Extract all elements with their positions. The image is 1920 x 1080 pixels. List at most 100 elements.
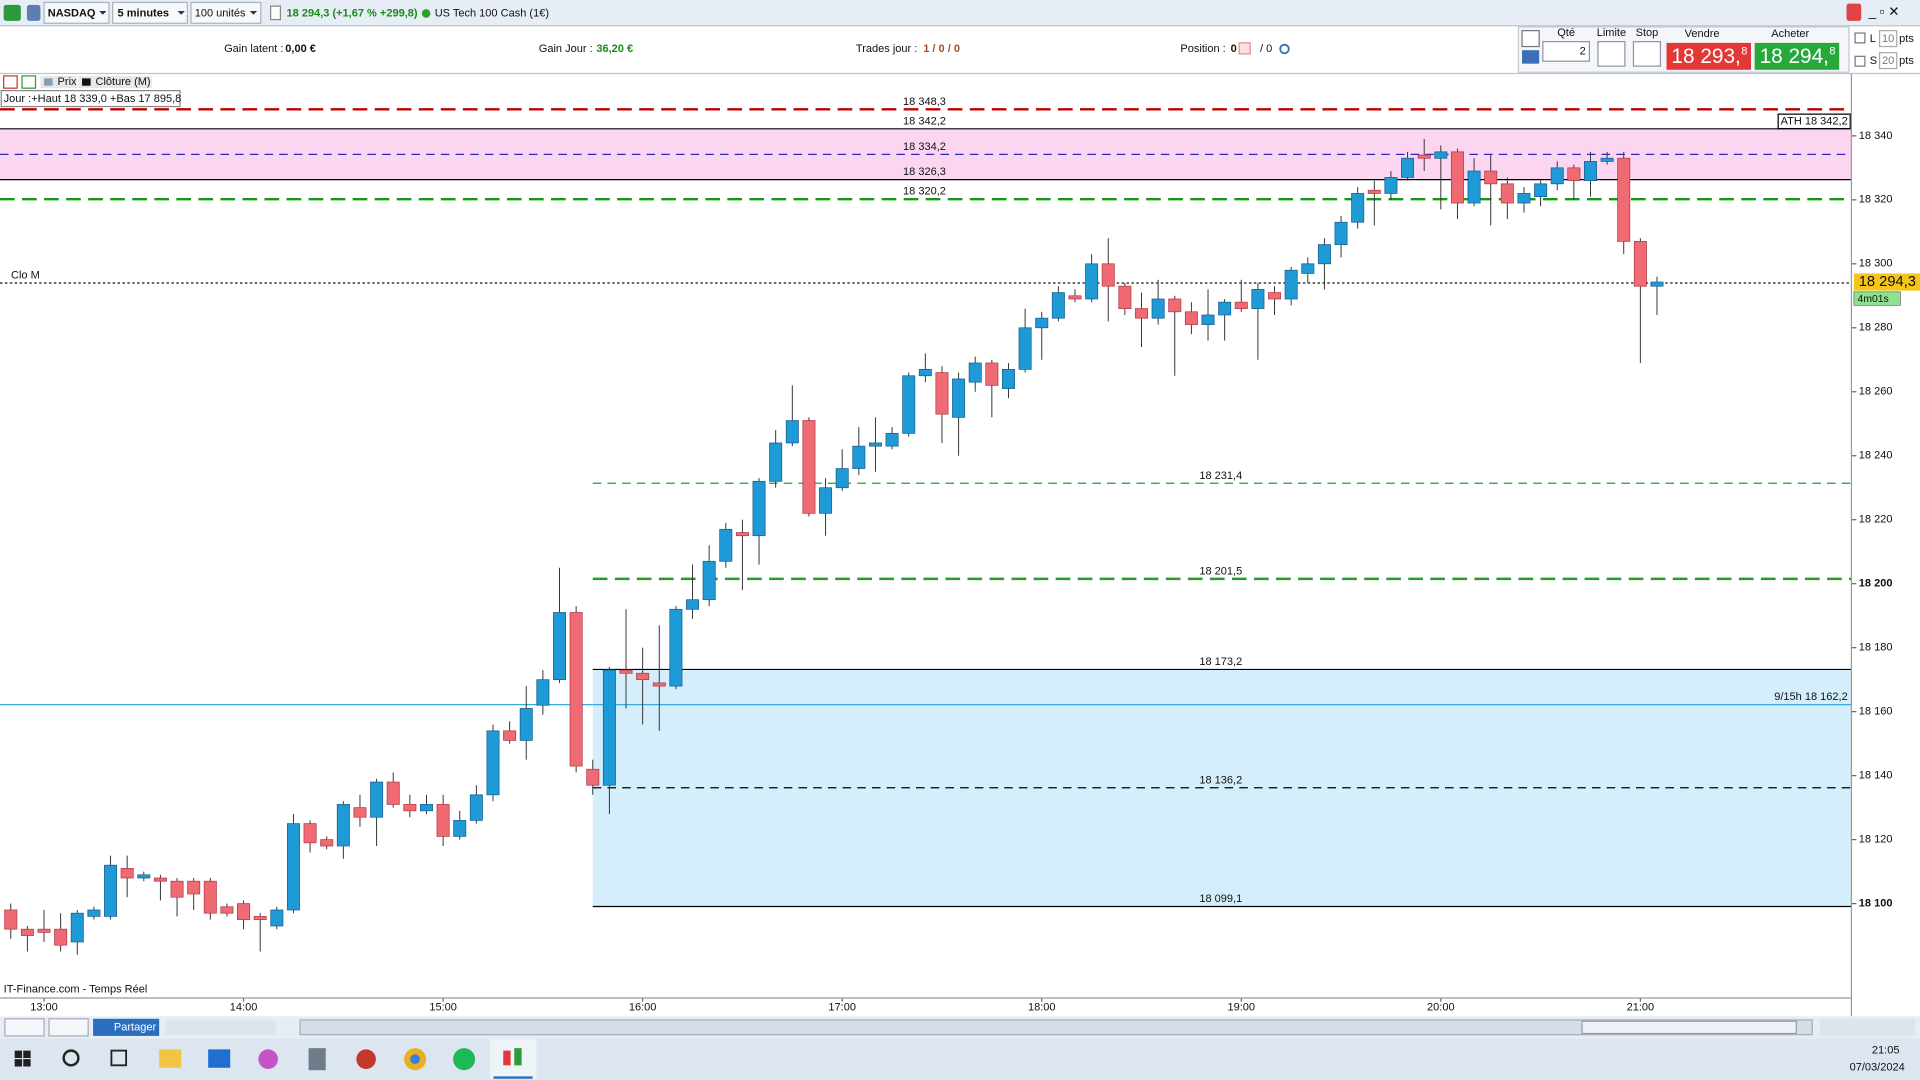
candle-body xyxy=(1218,301,1232,316)
x-tick-label: 21:00 xyxy=(1627,1002,1655,1014)
candle-body xyxy=(54,928,68,946)
y-tick-label: 18 140 xyxy=(1859,770,1893,782)
candle-body xyxy=(1151,298,1165,319)
symbol: NASDAQ xyxy=(48,7,96,19)
candle-body xyxy=(153,877,167,882)
settings-icon[interactable] xyxy=(1279,43,1290,55)
keyboard-icon[interactable] xyxy=(1522,50,1540,64)
scroll-thumb[interactable] xyxy=(1581,1020,1797,1035)
candle-body xyxy=(852,445,866,469)
last-price-box xyxy=(1853,273,1920,291)
spotify-app[interactable] xyxy=(453,1048,476,1071)
candle-body xyxy=(1135,308,1148,319)
legend-button[interactable] xyxy=(3,75,18,89)
candle-body xyxy=(1534,183,1548,197)
level-label: 18 326,3 xyxy=(903,166,946,178)
mail-app[interactable] xyxy=(208,1049,231,1068)
candle-body xyxy=(1118,285,1132,309)
legend-close-label: Clôture (M) xyxy=(96,76,151,88)
scrollbar[interactable] xyxy=(299,1019,1813,1036)
stop-button[interactable] xyxy=(1632,41,1662,67)
candle-body xyxy=(320,839,334,847)
sell-label: Vendre xyxy=(1685,28,1720,40)
draw-tool[interactable] xyxy=(4,1018,45,1037)
level-label: 18 136,2 xyxy=(1199,774,1242,786)
candle-body xyxy=(1517,193,1531,204)
candle-body xyxy=(303,823,317,844)
y-tick-label: 18 260 xyxy=(1859,386,1893,398)
y-tick-label: 18 120 xyxy=(1859,834,1893,846)
position-icon[interactable] xyxy=(1238,42,1251,55)
calculator-app[interactable] xyxy=(308,1048,326,1071)
candle-body xyxy=(968,362,982,383)
instrument: US Tech 100 Cash (1€) xyxy=(435,7,549,19)
candle-body xyxy=(785,420,799,444)
start-button[interactable] xyxy=(14,1050,31,1067)
candle-body xyxy=(519,708,533,741)
explorer-app[interactable] xyxy=(159,1049,182,1068)
candle-body xyxy=(137,874,151,879)
chart-icon[interactable] xyxy=(26,4,41,21)
candle-body xyxy=(286,823,300,911)
zoom-icons[interactable] xyxy=(1819,1018,1916,1036)
share-button[interactable] xyxy=(93,1018,160,1036)
clo-label: Clo M xyxy=(11,270,40,282)
short-check[interactable] xyxy=(1854,55,1866,67)
candle-body xyxy=(636,672,650,681)
pts-label: pts xyxy=(1899,33,1914,45)
candle-body xyxy=(1650,281,1664,287)
candle-body xyxy=(752,480,766,537)
size-select[interactable] xyxy=(190,1,262,24)
active-app[interactable] xyxy=(489,1039,537,1079)
x-tick-label: 20:00 xyxy=(1427,1002,1455,1014)
candle-body xyxy=(902,375,916,434)
candle-body xyxy=(985,362,999,386)
long-input[interactable] xyxy=(1878,30,1898,48)
limit-button[interactable] xyxy=(1597,41,1626,67)
refresh-icon[interactable] xyxy=(1846,3,1862,21)
info-icon[interactable] xyxy=(270,5,282,21)
candle-body xyxy=(1018,327,1032,370)
stop-label: Stop xyxy=(1636,27,1659,39)
trading-app-icon xyxy=(514,1048,522,1066)
symbol-select[interactable] xyxy=(43,1,110,24)
legend-button[interactable] xyxy=(21,75,37,89)
task-view[interactable] xyxy=(110,1049,128,1067)
candle-body xyxy=(1068,295,1082,300)
buy-button[interactable] xyxy=(1754,42,1840,70)
short-input[interactable] xyxy=(1878,52,1898,70)
level-label: 18 334,2 xyxy=(903,141,946,153)
tool-icon[interactable] xyxy=(1521,30,1540,48)
candle-body xyxy=(503,730,517,741)
gain-jour: 36,20 € xyxy=(596,43,633,55)
qty-input[interactable] xyxy=(1542,41,1590,62)
candle-body xyxy=(1168,298,1182,313)
candle-body xyxy=(935,372,949,415)
candle-body xyxy=(187,880,201,895)
interval-select[interactable] xyxy=(112,1,188,24)
long-check[interactable] xyxy=(1854,32,1866,44)
candle-body xyxy=(1434,151,1448,159)
tool-icons[interactable] xyxy=(165,1020,276,1035)
x-tick-label: 13:00 xyxy=(30,1002,58,1014)
y-tick-label: 18 200 xyxy=(1859,578,1893,590)
long-label: L xyxy=(1870,33,1876,45)
sell-button[interactable] xyxy=(1666,42,1752,70)
search-button[interactable] xyxy=(62,1049,80,1067)
candle-body xyxy=(270,909,284,927)
candle-body xyxy=(104,864,118,917)
indicator-tool[interactable] xyxy=(48,1018,89,1037)
legend-close[interactable] xyxy=(78,75,152,89)
app[interactable] xyxy=(356,1049,376,1069)
candle-body xyxy=(669,608,683,687)
level-label: 18 348,3 xyxy=(903,96,946,108)
candle-body xyxy=(569,612,583,767)
candle-body xyxy=(1633,241,1647,287)
app-icon[interactable] xyxy=(3,4,21,21)
gain-latent: 0,00 € xyxy=(285,43,316,55)
candle-body xyxy=(403,804,417,812)
candle-body xyxy=(652,682,666,687)
window-controls[interactable]: _ ▫ ✕ xyxy=(1868,4,1900,19)
app[interactable] xyxy=(258,1049,278,1069)
level-label: 18 201,5 xyxy=(1199,565,1242,577)
